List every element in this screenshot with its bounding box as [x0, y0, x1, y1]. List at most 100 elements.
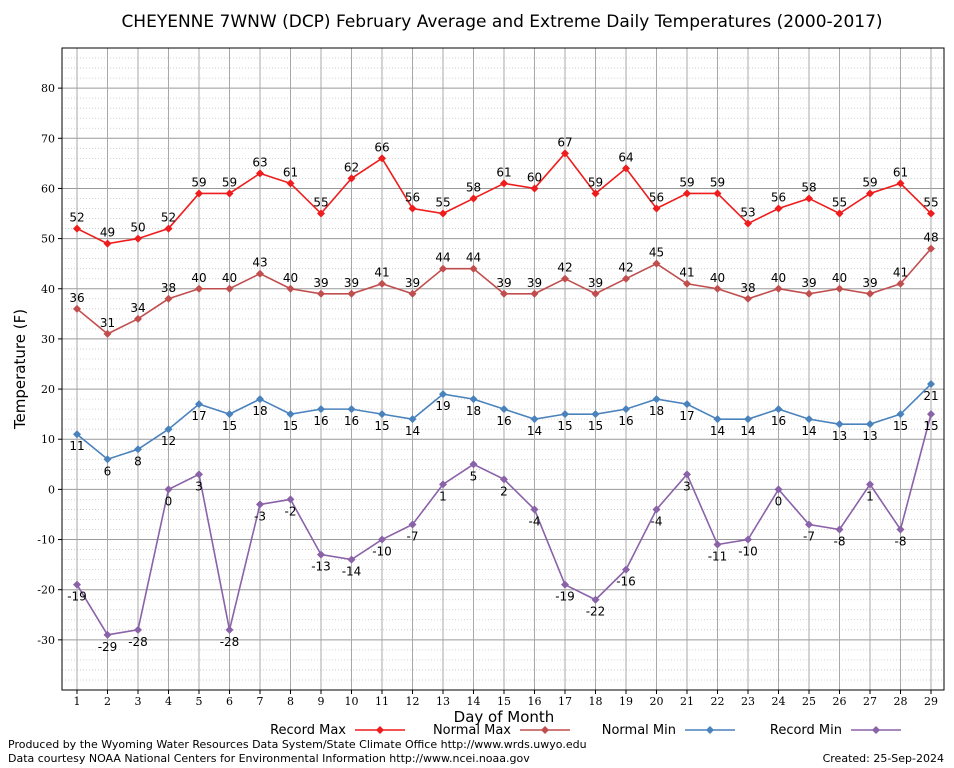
normal-min-point: [286, 410, 295, 419]
record-min-point: [713, 540, 722, 549]
normal-max-data-label: 41: [374, 266, 389, 280]
record-min-data-label: 3: [683, 479, 691, 493]
normal-min-point: [835, 420, 844, 429]
record-min-point: [256, 500, 264, 509]
record-max-data-label: 55: [832, 196, 847, 210]
record-min-point: [866, 480, 874, 489]
record-min-data-label: 3: [195, 479, 203, 493]
x-tick-label: 14: [467, 695, 481, 708]
normal-max-data-label: 44: [435, 251, 450, 265]
normal-min-point: [225, 410, 234, 419]
normal-max-data-label: 39: [496, 276, 511, 290]
record-max-data-label: 63: [252, 155, 267, 169]
series-normal-max: 36 31 34 38 40 40 43 40 39 39 41 39 44 44 39 39 42 39 42 45…: [69, 231, 939, 338]
record-min-point: [225, 625, 234, 634]
normal-min-point: [73, 430, 81, 439]
normal-min-point: [378, 410, 386, 419]
normal-max-point: [134, 314, 142, 323]
record-max-data-label: 55: [435, 196, 450, 210]
normal-max-data-label: 40: [222, 271, 237, 285]
x-tick-label: 19: [619, 695, 633, 708]
normal-max-point: [622, 274, 630, 283]
normal-min-point: [713, 415, 722, 424]
x-tick-label: 12: [406, 695, 420, 708]
record-min-point: [652, 505, 661, 514]
record-min-point: [896, 525, 905, 534]
normal-max-data-label: 39: [588, 276, 603, 290]
normal-min-data-label: 16: [496, 414, 511, 428]
record-max-point: [713, 189, 722, 198]
x-tick-label: 27: [863, 695, 877, 708]
chart-title: CHEYENNE 7WNW (DCP) February Average and…: [121, 12, 882, 32]
normal-min-data-label: 17: [679, 409, 694, 423]
x-tick-label: 20: [650, 695, 664, 708]
normal-min-point: [439, 390, 447, 399]
record-min-data-label: -8: [834, 535, 846, 549]
legend-swatch-marker: [706, 726, 714, 734]
record-min-point: [347, 555, 356, 564]
record-min-point: [164, 485, 173, 494]
record-min-data-label: -10: [738, 545, 758, 559]
x-tick-label: 3: [135, 695, 142, 708]
record-max-point: [622, 164, 630, 173]
x-tick-label: 2: [104, 695, 111, 708]
normal-max-data-label: 39: [527, 276, 542, 290]
record-max-data-label: 55: [923, 196, 938, 210]
normal-min-data-label: 16: [344, 414, 359, 428]
record-max-point: [805, 194, 813, 203]
normal-max-data-label: 39: [862, 276, 877, 290]
record-max-point: [774, 204, 783, 213]
normal-max-point: [896, 279, 905, 288]
normal-max-data-label: 48: [923, 231, 938, 245]
record-max-point: [439, 209, 447, 218]
x-tick-label: 18: [589, 695, 603, 708]
normal-max-point: [256, 269, 264, 278]
normal-max-point: [103, 329, 112, 338]
normal-max-point: [805, 289, 813, 298]
record-max-point: [561, 149, 569, 158]
record-max-data-label: 52: [161, 211, 176, 225]
record-max-data-label: 58: [466, 180, 481, 194]
normal-min-data-label: 17: [191, 409, 206, 423]
record-min-data-label: -4: [529, 514, 541, 528]
record-max-point: [591, 189, 600, 198]
normal-max-point: [347, 289, 356, 298]
normal-min-point: [103, 455, 112, 464]
normal-max-point: [561, 274, 569, 283]
normal-min-point: [256, 395, 264, 404]
legend-label: Record Max: [270, 723, 346, 738]
x-tick-label: 29: [924, 695, 938, 708]
record-max-point: [652, 204, 661, 213]
normal-min-data-label: 14: [801, 424, 816, 438]
normal-max-point: [530, 289, 539, 298]
normal-max-point: [652, 259, 661, 268]
normal-min-data-label: 6: [104, 464, 112, 478]
record-min-data-label: -29: [98, 640, 118, 654]
record-min-data-label: -11: [708, 550, 728, 564]
record-max-data-label: 58: [801, 180, 816, 194]
normal-max-data-label: 38: [740, 281, 755, 295]
record-min-data-label: -14: [342, 565, 362, 579]
normal-min-data-label: 18: [252, 404, 267, 418]
record-max-data-label: 59: [862, 175, 877, 189]
normal-min-data-label: 15: [283, 419, 298, 433]
normal-max-data-label: 39: [801, 276, 816, 290]
normal-max-point: [378, 279, 386, 288]
normal-min-point: [134, 445, 142, 454]
legend-label: Normal Max: [433, 723, 511, 738]
x-axis-label: Day of Month: [454, 708, 555, 726]
normal-max-point: [225, 284, 234, 293]
y-tick-label: 10: [41, 433, 55, 446]
record-max-data-label: 52: [69, 211, 84, 225]
normal-min-data-label: 15: [557, 419, 572, 433]
normal-max-data-label: 34: [130, 301, 145, 315]
normal-max-point: [713, 284, 722, 293]
footer-created-date: Created: 25-Sep-2024: [823, 752, 944, 765]
normal-min-point: [774, 405, 783, 414]
plot-frame: [61, 47, 945, 691]
record-min-data-label: -13: [311, 560, 331, 574]
normal-max-data-label: 39: [344, 276, 359, 290]
record-min-data-label: 5: [470, 469, 478, 483]
record-min-point: [561, 580, 569, 589]
normal-max-data-label: 39: [313, 276, 328, 290]
